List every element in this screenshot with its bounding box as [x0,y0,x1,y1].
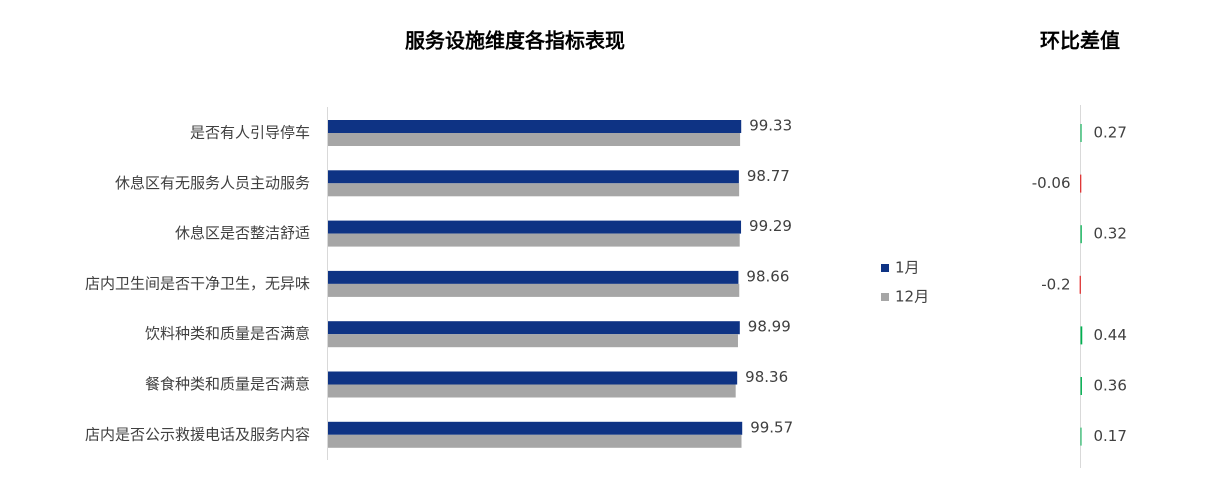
value-label: 98.36 [745,368,788,386]
value-label: 0.27 [1094,124,1127,142]
bar [1080,225,1082,244]
value-label: 0.17 [1094,427,1127,445]
y-tick-label: 餐食种类和质量是否满意 [145,375,310,393]
bar [328,220,742,234]
bar [328,434,742,448]
value-label: 0.36 [1094,377,1127,395]
bar [328,133,741,146]
legend-swatch [881,264,889,272]
y-tick-label: 店内卫生间是否干净卫生，无异味 [85,274,310,292]
bar [1080,377,1082,395]
value-label: -0.2 [1041,275,1070,293]
bar [328,120,742,133]
legend-swatch [881,293,889,301]
bar [1080,124,1082,142]
chart-title: 环比差值 [1040,29,1120,53]
bar [1080,326,1083,345]
bar [328,321,740,335]
value-label: 99.57 [750,418,793,436]
value-label: 99.29 [749,217,792,235]
value-label: 98.77 [747,167,790,185]
bar [328,233,740,247]
bar [328,270,739,284]
y-tick-label: 休息区是否整洁舒适 [175,224,310,242]
y-tick-label: 饮料种类和质量是否满意 [145,325,310,343]
chart-title: 服务设施维度各指标表现 [405,29,625,53]
value-label: 0.44 [1094,326,1127,344]
legend-label: 1月 [895,259,920,277]
bar [328,421,743,435]
value-label: -0.06 [1032,174,1071,192]
value-label: 99.33 [749,117,792,135]
bar [1080,174,1082,193]
legend-label: 12月 [895,288,929,306]
value-label: 98.66 [746,267,789,285]
bar [328,371,738,385]
bar [1080,427,1082,446]
bar [328,384,736,398]
y-tick-label: 店内是否公示救援电话及服务内容 [85,425,310,443]
y-tick-label: 是否有人引导停车 [190,124,310,142]
bar [328,334,738,348]
value-label: 98.99 [748,318,791,336]
bar [328,170,739,184]
bar [328,183,740,197]
value-label: 0.32 [1094,225,1127,243]
bar [328,283,740,297]
bar [1079,275,1081,294]
y-tick-label: 休息区有无服务人员主动服务 [115,174,310,192]
